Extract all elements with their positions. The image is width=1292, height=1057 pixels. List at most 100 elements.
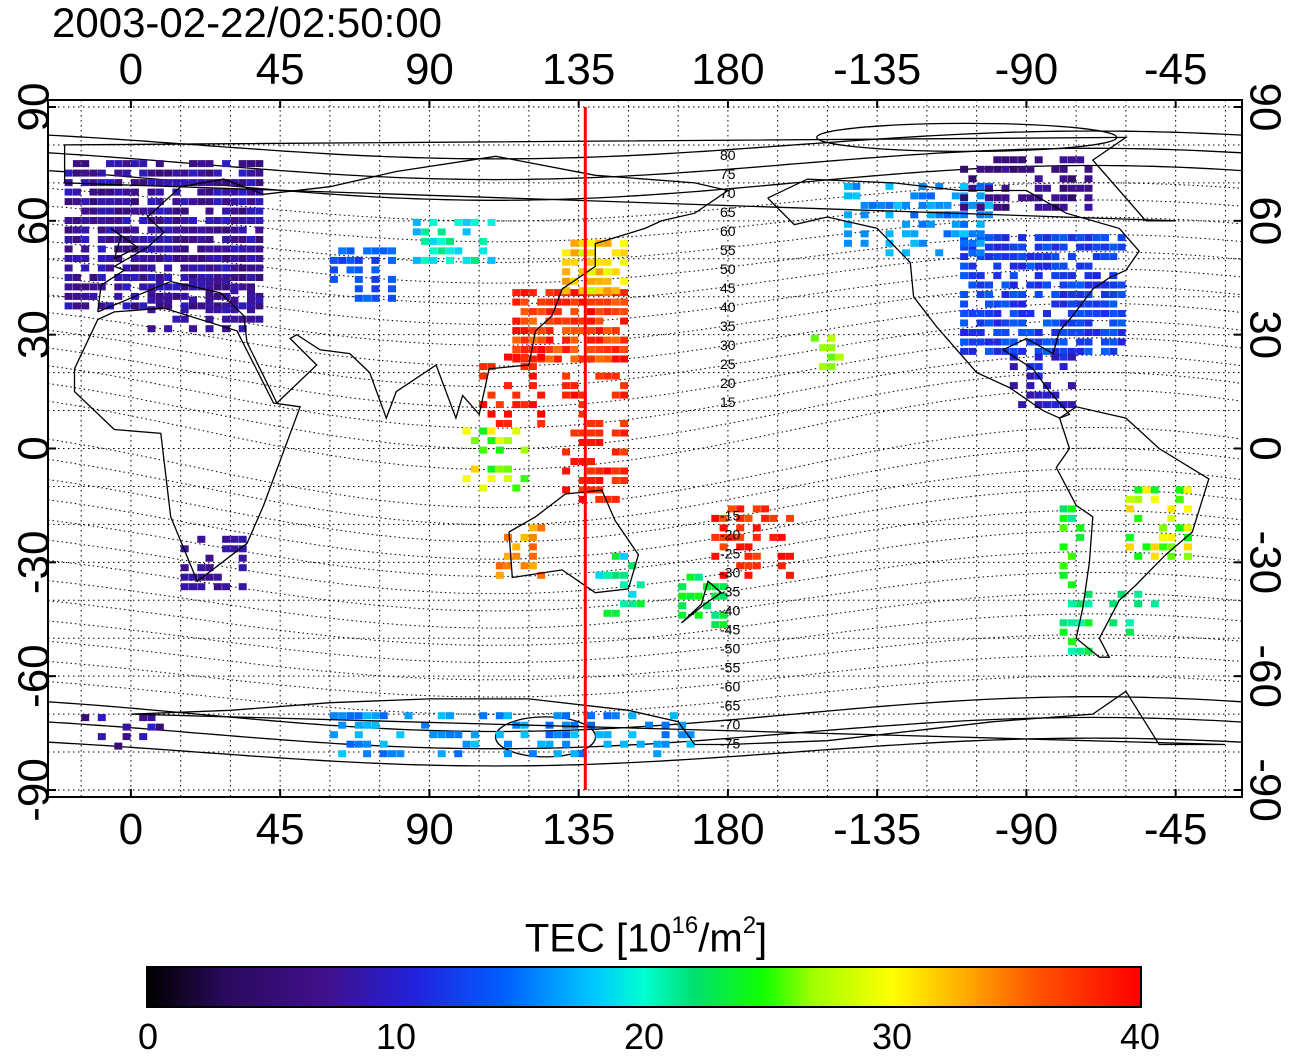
tec-cell <box>495 571 504 579</box>
tec-cell <box>595 277 604 285</box>
tec-cell <box>205 217 214 224</box>
tec-cell <box>1018 194 1027 202</box>
tec-cell <box>421 237 430 245</box>
tec-cell <box>470 437 479 445</box>
tec-cell <box>570 298 579 306</box>
tec-cell <box>230 535 239 543</box>
tec-cell <box>960 234 969 242</box>
tec-cell <box>1092 281 1101 289</box>
tec-cell <box>1059 329 1068 336</box>
tec-cell <box>595 571 604 579</box>
tec-cell <box>197 169 206 177</box>
tec-cell <box>189 179 197 187</box>
tec-cell <box>620 239 629 247</box>
tec-cell <box>926 220 935 228</box>
coastline-path <box>97 155 730 421</box>
tec-cell <box>106 236 114 243</box>
tec-cell <box>1026 165 1035 173</box>
tec-cell <box>1051 291 1060 298</box>
tec-cell <box>1067 514 1076 522</box>
tec-cell <box>114 236 123 243</box>
tec-cell <box>1026 329 1035 336</box>
tec-cell <box>951 192 960 200</box>
tec-cell <box>570 317 579 325</box>
tec-cell <box>81 302 90 310</box>
graticule-grid <box>48 100 1242 797</box>
tec-cell <box>545 317 554 325</box>
tec-cell <box>985 347 993 355</box>
tec-cell <box>247 188 255 196</box>
tec-cell <box>89 188 98 196</box>
tec-cell <box>1109 329 1118 336</box>
tec-cell <box>603 740 612 748</box>
tec-cell <box>114 160 123 168</box>
tec-cell <box>329 266 338 274</box>
tec-cell <box>595 336 604 344</box>
tec-cell <box>620 467 629 475</box>
tec-cell <box>139 236 148 243</box>
tec-cell <box>1084 319 1093 327</box>
tec-cell <box>1067 401 1076 409</box>
tec-cell <box>1067 291 1076 298</box>
tec-cell <box>1101 310 1109 317</box>
tec-cell <box>255 198 264 206</box>
tec-cell <box>1067 638 1076 646</box>
tec-cell <box>827 363 836 371</box>
tec-cell <box>587 439 595 446</box>
tec-cell <box>130 302 139 310</box>
tec-cell <box>504 533 512 541</box>
tec-cell <box>578 477 587 484</box>
tec-cell <box>338 256 347 264</box>
tec-cell <box>885 182 894 190</box>
tec-cell <box>678 611 687 619</box>
tec-cell <box>189 296 197 304</box>
tec-cell <box>570 382 579 390</box>
tec-cell <box>985 291 993 298</box>
tec-cell <box>238 160 247 168</box>
tec-cell <box>1076 184 1085 192</box>
tec-cell <box>777 533 786 541</box>
tec-cell <box>545 327 554 335</box>
tec-cell <box>512 353 521 361</box>
tec-cell <box>1034 184 1043 192</box>
tec-cell <box>504 562 512 570</box>
tec-cell <box>727 505 736 513</box>
tec-cell <box>744 562 753 570</box>
tec-cell <box>1175 486 1184 494</box>
contour-label: 80 <box>720 147 736 163</box>
tec-cell <box>918 192 927 200</box>
tec-cell <box>97 217 106 224</box>
tec-cell <box>985 253 993 261</box>
tec-cell <box>197 274 206 281</box>
tec-cell <box>587 477 595 484</box>
tec-cell <box>64 169 73 177</box>
tec-cell <box>197 277 206 285</box>
tec-cell <box>230 306 239 314</box>
tec-cell <box>437 247 446 255</box>
tec-cell <box>371 247 380 255</box>
tec-cell <box>238 188 247 196</box>
tec-cell <box>545 740 554 748</box>
tec-cell <box>545 298 554 306</box>
tec-cell <box>147 236 156 243</box>
tec-cell <box>487 218 496 226</box>
tec-cell <box>562 336 571 344</box>
tec-cell <box>960 329 969 336</box>
tec-cell <box>139 207 148 215</box>
tec-cell <box>388 275 396 283</box>
tec-cell <box>479 237 488 245</box>
tec-cell <box>189 217 197 224</box>
tec-cell <box>926 211 935 219</box>
contour-label: 65 <box>720 204 736 220</box>
tec-cell <box>1067 619 1076 627</box>
tec-cell <box>595 346 604 353</box>
tec-cell <box>1051 319 1060 327</box>
tec-cell <box>1026 310 1035 317</box>
tec-cell <box>446 256 454 264</box>
colorbar-tick-label: 10 <box>375 1016 417 1057</box>
tec-cell <box>64 302 73 310</box>
tec-cell <box>512 327 521 335</box>
tec-cell <box>512 427 521 435</box>
tec-cell <box>247 217 255 224</box>
tec-cell <box>213 283 222 291</box>
